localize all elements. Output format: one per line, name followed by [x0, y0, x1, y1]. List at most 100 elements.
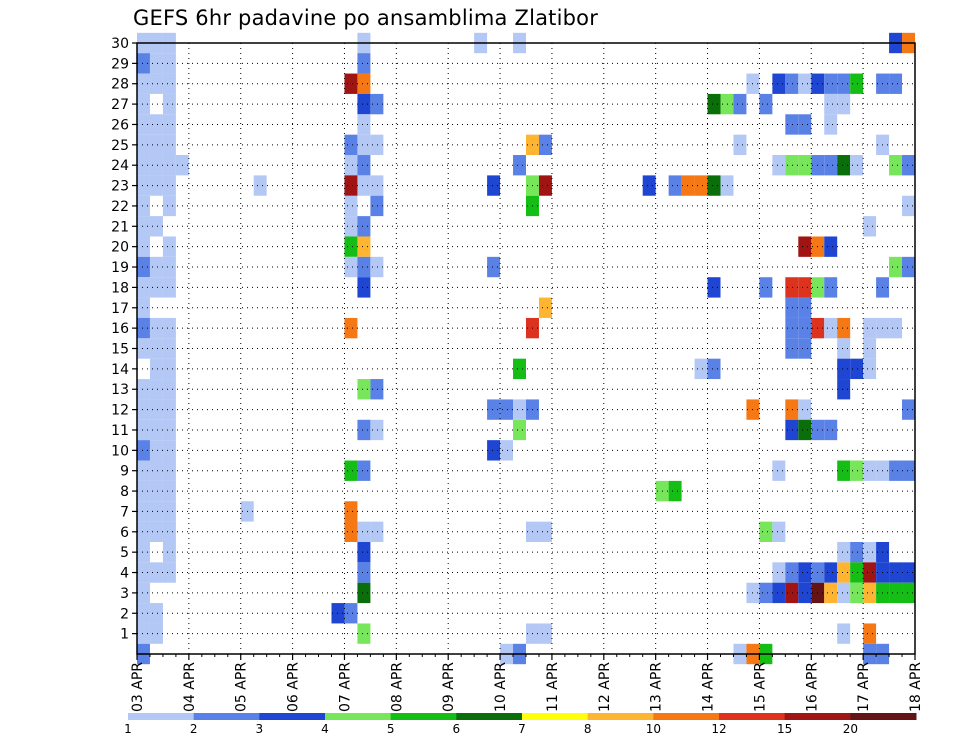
y-tick-label: 10 [111, 443, 129, 459]
heatmap-cell [357, 216, 371, 237]
heatmap-cell [149, 317, 163, 339]
heatmap-cell [137, 216, 150, 237]
heatmap-cell [344, 175, 358, 196]
x-tick-label: 04 APR [182, 662, 198, 712]
heatmap-cell [357, 541, 371, 563]
heatmap-cell [837, 155, 851, 176]
heatmap-cell [850, 562, 864, 583]
heatmap-cell [785, 73, 799, 94]
heatmap-cell [798, 297, 812, 318]
heatmap-cell [137, 317, 150, 339]
heatmap-cell [357, 114, 371, 135]
heatmap-cell [149, 480, 163, 502]
heatmap-cell [824, 93, 838, 115]
heatmap-cell [902, 562, 915, 583]
heatmap-cell [357, 277, 371, 298]
y-tick-label: 16 [111, 321, 129, 337]
colorbar-label: 4 [321, 722, 329, 736]
colorbar-label: 10 [646, 722, 661, 736]
y-tick-label: 12 [111, 403, 129, 419]
heatmap-cell [707, 277, 721, 298]
heatmap-cell [162, 358, 176, 380]
heatmap-cell [357, 623, 371, 644]
heatmap-cell [137, 501, 150, 522]
y-tick-label: 17 [111, 301, 129, 317]
heatmap-cell [720, 93, 734, 115]
colorbar-swatch [587, 713, 654, 720]
heatmap-cell [824, 419, 838, 441]
x-tick-label: 10 APR [493, 662, 509, 712]
colorbar-label: 5 [387, 722, 395, 736]
x-tick-label: 08 APR [389, 662, 405, 712]
heatmap-cell [149, 419, 163, 441]
colorbar-swatch [456, 713, 523, 720]
heatmap-cell [344, 256, 358, 278]
colorbar-label: 2 [190, 722, 198, 736]
colorbar-swatch [128, 713, 195, 720]
heatmap-cell [370, 175, 384, 196]
heatmap-cell [137, 53, 150, 74]
heatmap-cell [137, 195, 150, 217]
heatmap-cell [344, 195, 358, 217]
heatmap-cell [850, 358, 864, 380]
heatmap-cell [902, 195, 915, 217]
heatmap-cell [785, 582, 799, 604]
heatmap-cell [538, 623, 552, 644]
heatmap-cell [759, 277, 773, 298]
heatmap-cell [137, 562, 150, 583]
heatmap-cell [500, 399, 514, 420]
heatmap-cells [137, 32, 915, 665]
heatmap-cell [538, 521, 552, 542]
heatmap-cell [357, 562, 371, 583]
colorbar-swatch [325, 713, 392, 720]
heatmap-cell [772, 562, 786, 583]
heatmap-cell [487, 256, 501, 278]
heatmap-cell [162, 501, 176, 522]
chart-title: GEFS 6hr padavine po ansamblima Zlatibor [133, 6, 599, 30]
heatmap-cell [772, 155, 786, 176]
heatmap-cell [162, 73, 176, 94]
colorbar-label: 15 [777, 722, 792, 736]
heatmap-cell [772, 582, 786, 604]
heatmap-cell [850, 541, 864, 563]
heatmap-cell [538, 297, 552, 318]
grid-lines [137, 42, 915, 654]
heatmap-cell [357, 73, 371, 94]
heatmap-cell [785, 317, 799, 339]
heatmap-cell [344, 155, 358, 176]
colorbar-swatch [390, 713, 457, 720]
heatmap-cell [850, 460, 864, 481]
heatmap-cell [902, 155, 915, 176]
heatmap-cell [863, 460, 877, 481]
heatmap-cell [850, 73, 864, 94]
heatmap-cell [785, 297, 799, 318]
heatmap-cell [889, 73, 903, 94]
heatmap-cell [137, 480, 150, 502]
y-tick-label: 4 [120, 566, 129, 582]
heatmap-cell [149, 460, 163, 481]
y-axis-ticks: 1234567891011121314151617181920212223242… [111, 36, 137, 643]
heatmap-cell [357, 53, 371, 74]
y-tick-label: 3 [120, 586, 129, 602]
heatmap-cell [344, 521, 358, 542]
heatmap-cell [837, 93, 851, 115]
heatmap-cell [785, 562, 799, 583]
heatmap-cell [785, 399, 799, 420]
x-tick-label: 03 APR [130, 662, 146, 712]
heatmap-cell [137, 440, 150, 461]
heatmap-cell [694, 175, 708, 196]
y-tick-label: 2 [120, 606, 129, 622]
y-tick-label: 1 [120, 627, 129, 643]
heatmap-cell [357, 93, 371, 115]
x-tick-label: 11 APR [545, 662, 561, 712]
heatmap-cell [137, 521, 150, 542]
heatmap-cell [798, 317, 812, 339]
heatmap-cell [889, 562, 903, 583]
heatmap-cell [837, 562, 851, 583]
heatmap-cell [370, 379, 384, 400]
y-tick-label: 23 [111, 179, 129, 195]
heatmap-cell [707, 93, 721, 115]
y-tick-label: 22 [111, 199, 129, 215]
colorbar-swatch [653, 713, 720, 720]
